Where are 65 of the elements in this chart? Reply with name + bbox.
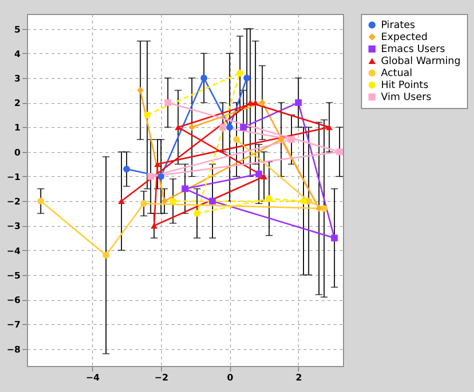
point [194, 210, 200, 217]
y-tick-label: 1 [14, 124, 20, 134]
point [236, 70, 244, 76]
y-tick-label: 0 [14, 148, 20, 158]
x-tick-label: 2 [296, 374, 302, 384]
point [226, 124, 234, 131]
x-tick-label: 0 [227, 374, 234, 384]
point [252, 100, 259, 106]
point [150, 222, 158, 229]
point [266, 195, 273, 202]
legend-label: Vim Users [381, 92, 432, 103]
y-tick-label: −6 [6, 296, 20, 306]
point [200, 74, 208, 82]
point [147, 173, 154, 180]
legend-label: Hit Points [381, 80, 428, 91]
point [118, 198, 125, 204]
point [246, 100, 254, 106]
y-tick-label: 4 [14, 50, 20, 60]
point [140, 200, 148, 207]
x-tick-label: −2 [154, 374, 168, 384]
point [294, 99, 302, 106]
y-tick-label: 2 [14, 99, 20, 110]
point [219, 124, 226, 131]
point [233, 136, 240, 143]
point [136, 86, 144, 94]
y-tick-label: −2 [6, 198, 20, 208]
point [158, 173, 164, 180]
point [174, 124, 182, 130]
point [326, 124, 333, 130]
y-tick-label: −5 [6, 271, 20, 282]
point [209, 198, 216, 204]
point [188, 124, 196, 131]
point [331, 234, 338, 242]
point [300, 198, 307, 204]
point [258, 99, 266, 106]
y-tick-label: −7 [6, 320, 20, 331]
point [123, 166, 130, 172]
x-tick-label: −4 [86, 374, 100, 384]
point [102, 252, 110, 259]
y-tick-label: −8 [6, 345, 20, 356]
point [320, 205, 328, 212]
point [278, 136, 285, 143]
legend-label: Global Warming [381, 56, 461, 67]
point [164, 99, 172, 106]
point [37, 198, 44, 204]
legend-label: Expected [381, 32, 428, 43]
point [144, 112, 151, 118]
y-tick-label: −4 [6, 246, 20, 257]
y-tick-label: 3 [14, 74, 20, 84]
point [240, 124, 247, 131]
point [288, 136, 295, 143]
legend-label: Actual [381, 68, 412, 79]
point [260, 174, 268, 180]
point [243, 74, 250, 82]
y-tick-label: −3 [6, 222, 20, 232]
point [182, 185, 188, 192]
point [154, 161, 161, 168]
point [161, 198, 168, 204]
y-tick-label: −1 [6, 172, 20, 183]
point [255, 170, 262, 178]
y-tick-label: 5 [14, 25, 20, 36]
legend-label: Pirates [381, 20, 416, 31]
legend-label: Emacs Users [381, 44, 446, 55]
point [170, 198, 176, 204]
point [336, 148, 343, 156]
